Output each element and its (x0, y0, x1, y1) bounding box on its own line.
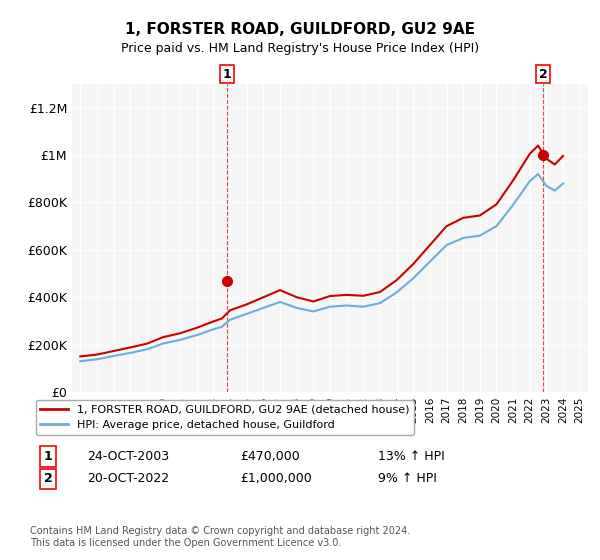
Text: 20-OCT-2022: 20-OCT-2022 (87, 472, 169, 486)
Text: 1, FORSTER ROAD, GUILDFORD, GU2 9AE: 1, FORSTER ROAD, GUILDFORD, GU2 9AE (125, 22, 475, 38)
Text: 13% ↑ HPI: 13% ↑ HPI (378, 450, 445, 463)
Text: 9% ↑ HPI: 9% ↑ HPI (378, 472, 437, 486)
Text: Contains HM Land Registry data © Crown copyright and database right 2024.
This d: Contains HM Land Registry data © Crown c… (30, 526, 410, 548)
Text: Price paid vs. HM Land Registry's House Price Index (HPI): Price paid vs. HM Land Registry's House … (121, 42, 479, 55)
Text: 1: 1 (223, 68, 231, 81)
Text: £470,000: £470,000 (240, 450, 300, 463)
Text: £1,000,000: £1,000,000 (240, 472, 312, 486)
Text: 24-OCT-2003: 24-OCT-2003 (87, 450, 169, 463)
Text: 1: 1 (44, 450, 52, 463)
Legend: 1, FORSTER ROAD, GUILDFORD, GU2 9AE (detached house), HPI: Average price, detach: 1, FORSTER ROAD, GUILDFORD, GU2 9AE (det… (35, 400, 413, 435)
Text: 2: 2 (539, 68, 547, 81)
Text: 2: 2 (44, 472, 52, 486)
